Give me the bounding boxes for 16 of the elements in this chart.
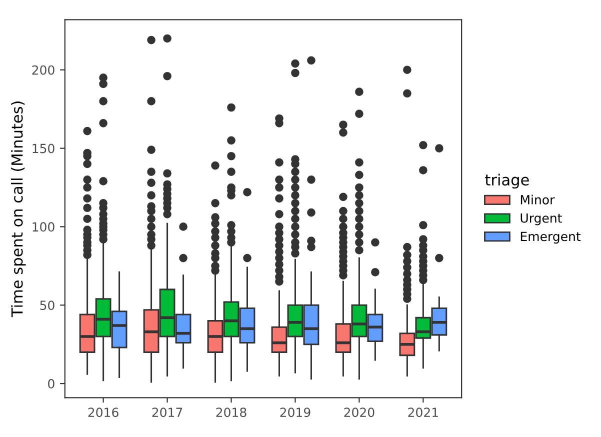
y-tick-label: 200 — [32, 65, 54, 75]
legend-title: triage — [485, 174, 529, 189]
y-tick-label: 100 — [32, 222, 54, 232]
legend-label: Minor — [520, 194, 555, 204]
y-tick-label: 50 — [40, 300, 54, 310]
y-tick-label: 150 — [32, 144, 54, 154]
y-axis-title: Time spent on call (Minutes) — [10, 102, 26, 318]
x-tick-label: 2021 — [408, 408, 438, 418]
legend-label: Emergent — [520, 232, 581, 244]
x-tick-label: 2017 — [152, 408, 182, 418]
y-tick-label: 0 — [48, 379, 54, 388]
x-tick-label: 2020 — [344, 408, 374, 418]
x-tick-label: 2019 — [280, 408, 310, 418]
x-tick-label: 2018 — [216, 408, 246, 418]
legend-label: Urgent — [520, 214, 562, 226]
x-tick-label: 2016 — [88, 408, 118, 418]
